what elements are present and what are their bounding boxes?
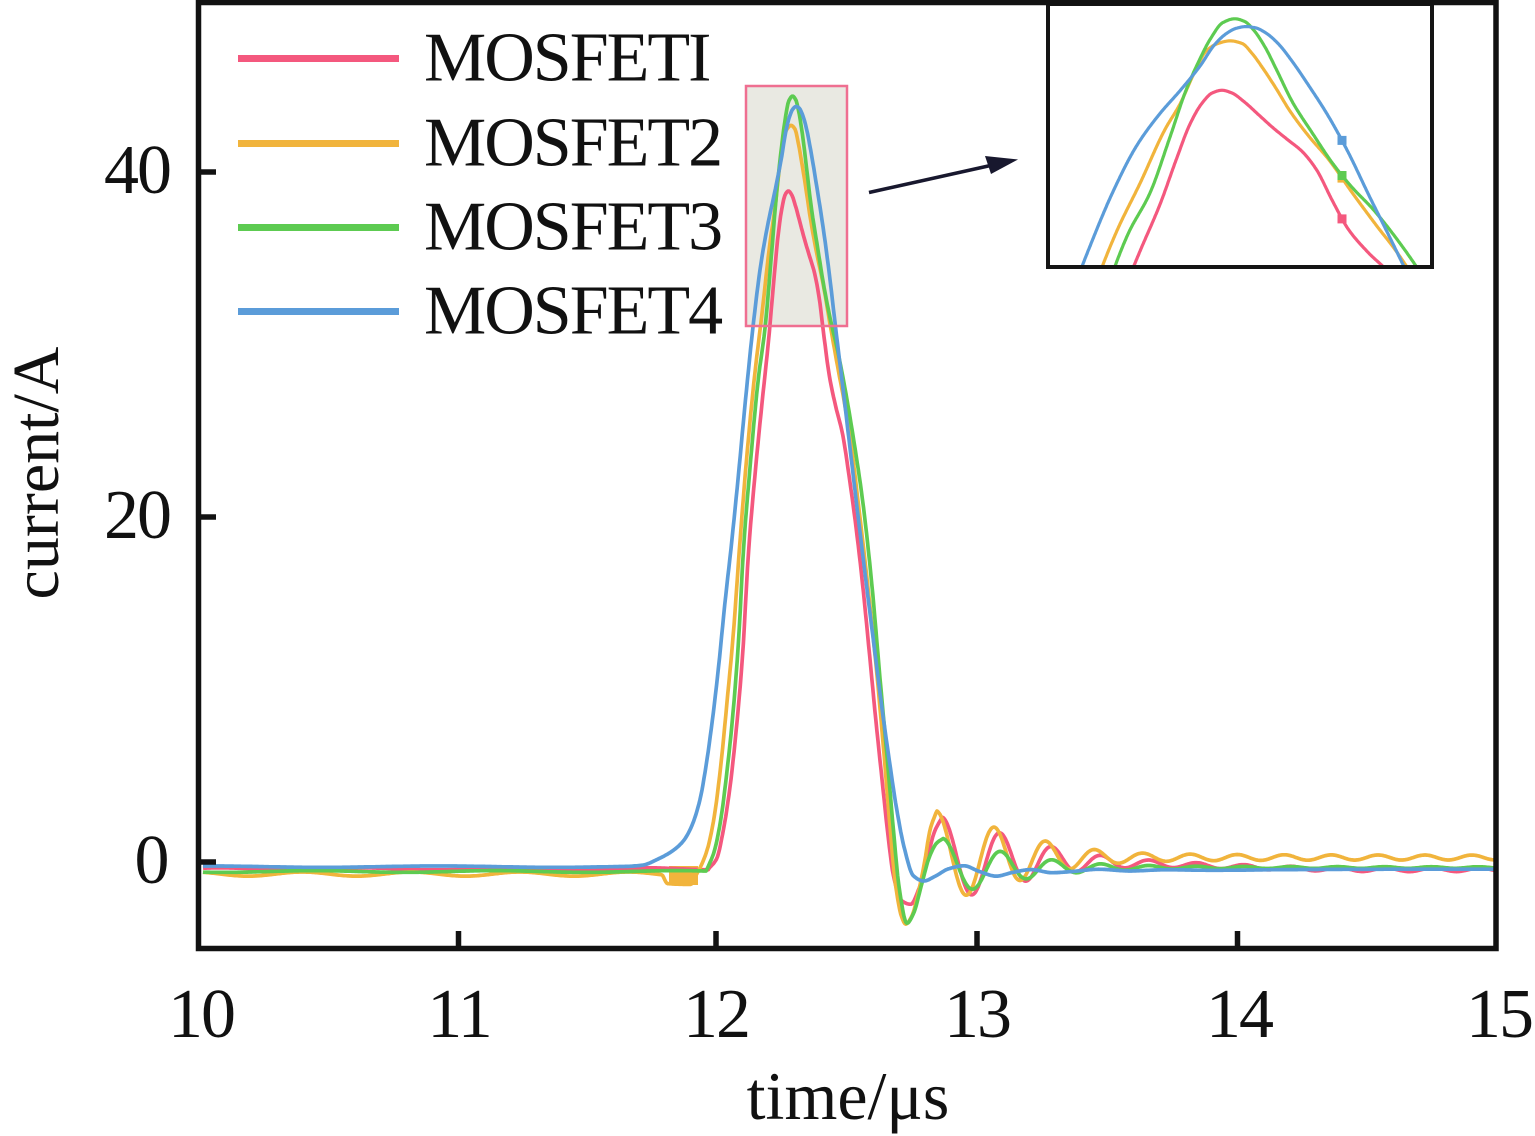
- svg-text:0: 0: [135, 822, 170, 899]
- svg-text:current/A: current/A: [0, 346, 73, 599]
- svg-text:20: 20: [104, 477, 170, 554]
- svg-text:MOSFET4: MOSFET4: [424, 273, 722, 350]
- svg-text:time/μs: time/μs: [747, 1058, 950, 1134]
- svg-text:40: 40: [104, 132, 170, 209]
- svg-text:MOSFET2: MOSFET2: [424, 105, 721, 182]
- svg-text:11: 11: [427, 976, 490, 1053]
- svg-text:MOSFET3: MOSFET3: [424, 189, 721, 266]
- svg-text:14: 14: [1206, 976, 1273, 1053]
- svg-text:10: 10: [168, 976, 234, 1053]
- svg-text:MOSFETI: MOSFETI: [424, 20, 709, 97]
- svg-text:15: 15: [1466, 976, 1532, 1053]
- svg-text:13: 13: [944, 976, 1010, 1053]
- svg-text:12: 12: [683, 976, 749, 1053]
